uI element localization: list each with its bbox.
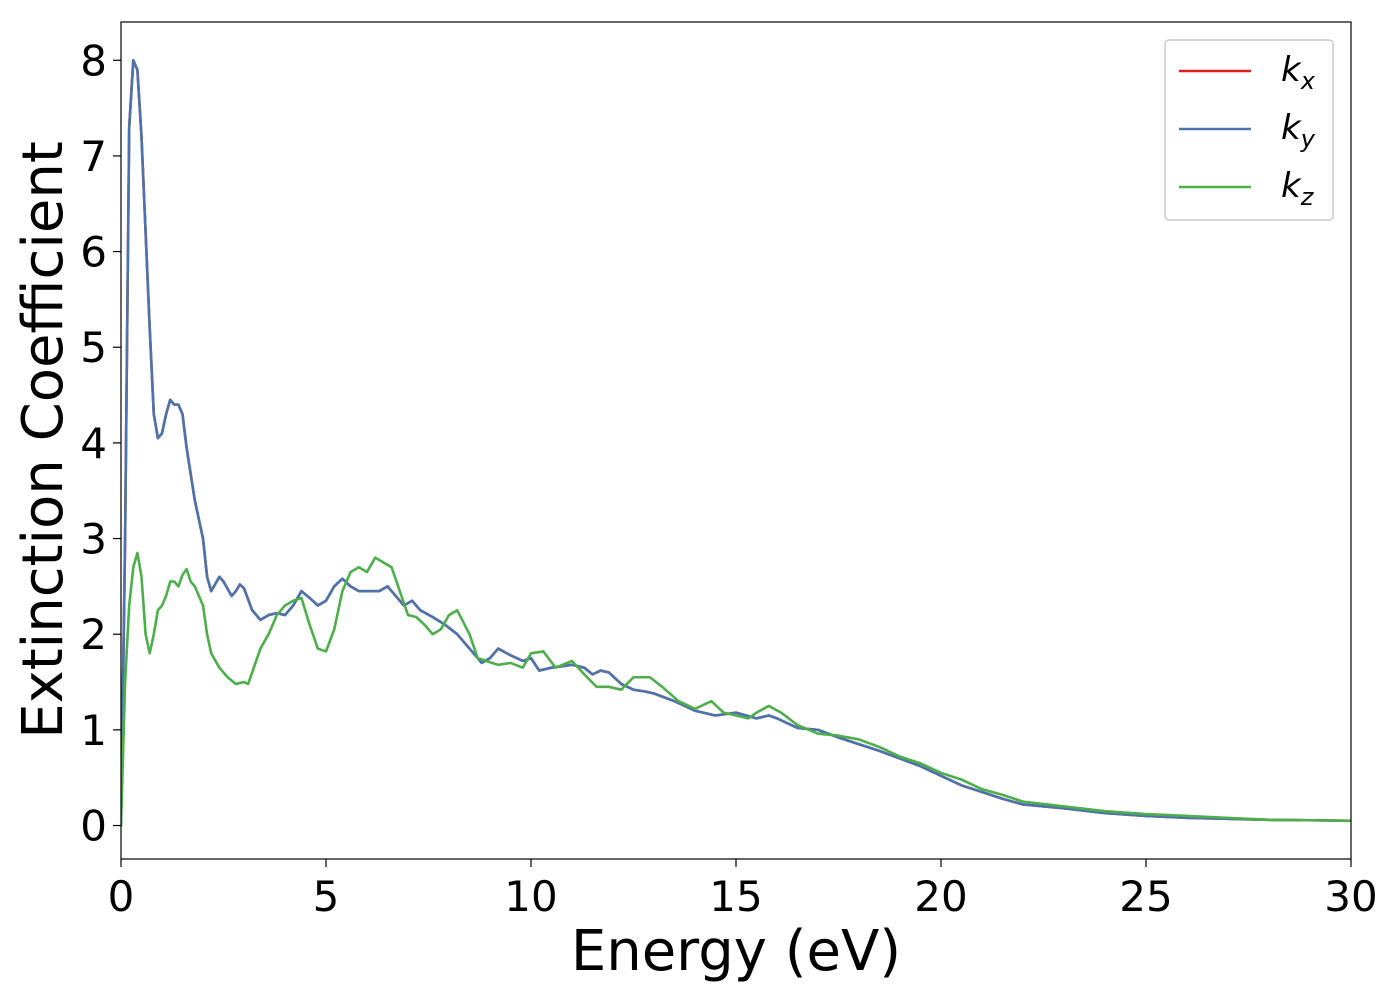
legend-label-ky: ky <box>1281 108 1316 153</box>
series-line-kz <box>121 551 1351 827</box>
legend-label-kx: kx <box>1281 50 1316 95</box>
x-tick-label: 0 <box>108 872 135 921</box>
x-tick-label: 20 <box>914 872 967 921</box>
x-axis-label: Energy (eV) <box>571 919 901 984</box>
legend-label-kz: kz <box>1281 166 1315 211</box>
x-tick-label: 30 <box>1324 872 1377 921</box>
x-tick-label: 25 <box>1119 872 1172 921</box>
y-tick-label: 3 <box>80 515 107 564</box>
x-tick-label: 15 <box>709 872 762 921</box>
x-tick-label: 10 <box>504 872 557 921</box>
y-tick-label: 5 <box>80 323 107 372</box>
series-layer <box>121 58 1351 827</box>
y-axis: 0 1 2 3 4 5 6 7 8 <box>80 36 121 851</box>
y-tick-label: 2 <box>80 610 107 659</box>
y-tick-label: 7 <box>80 132 107 181</box>
series-line-ky <box>121 58 1351 827</box>
y-axis-label: Extinction Coefficient <box>11 141 76 739</box>
y-tick-label: 6 <box>80 228 107 277</box>
x-axis: 0 5 10 15 20 25 30 <box>108 859 1378 921</box>
x-tick-label: 5 <box>313 872 340 921</box>
y-tick-label: 1 <box>80 706 107 755</box>
y-tick-label: 0 <box>80 802 107 851</box>
y-tick-label: 4 <box>80 419 107 468</box>
y-tick-label: 8 <box>80 36 107 85</box>
legend: kx ky kz <box>1164 39 1334 221</box>
